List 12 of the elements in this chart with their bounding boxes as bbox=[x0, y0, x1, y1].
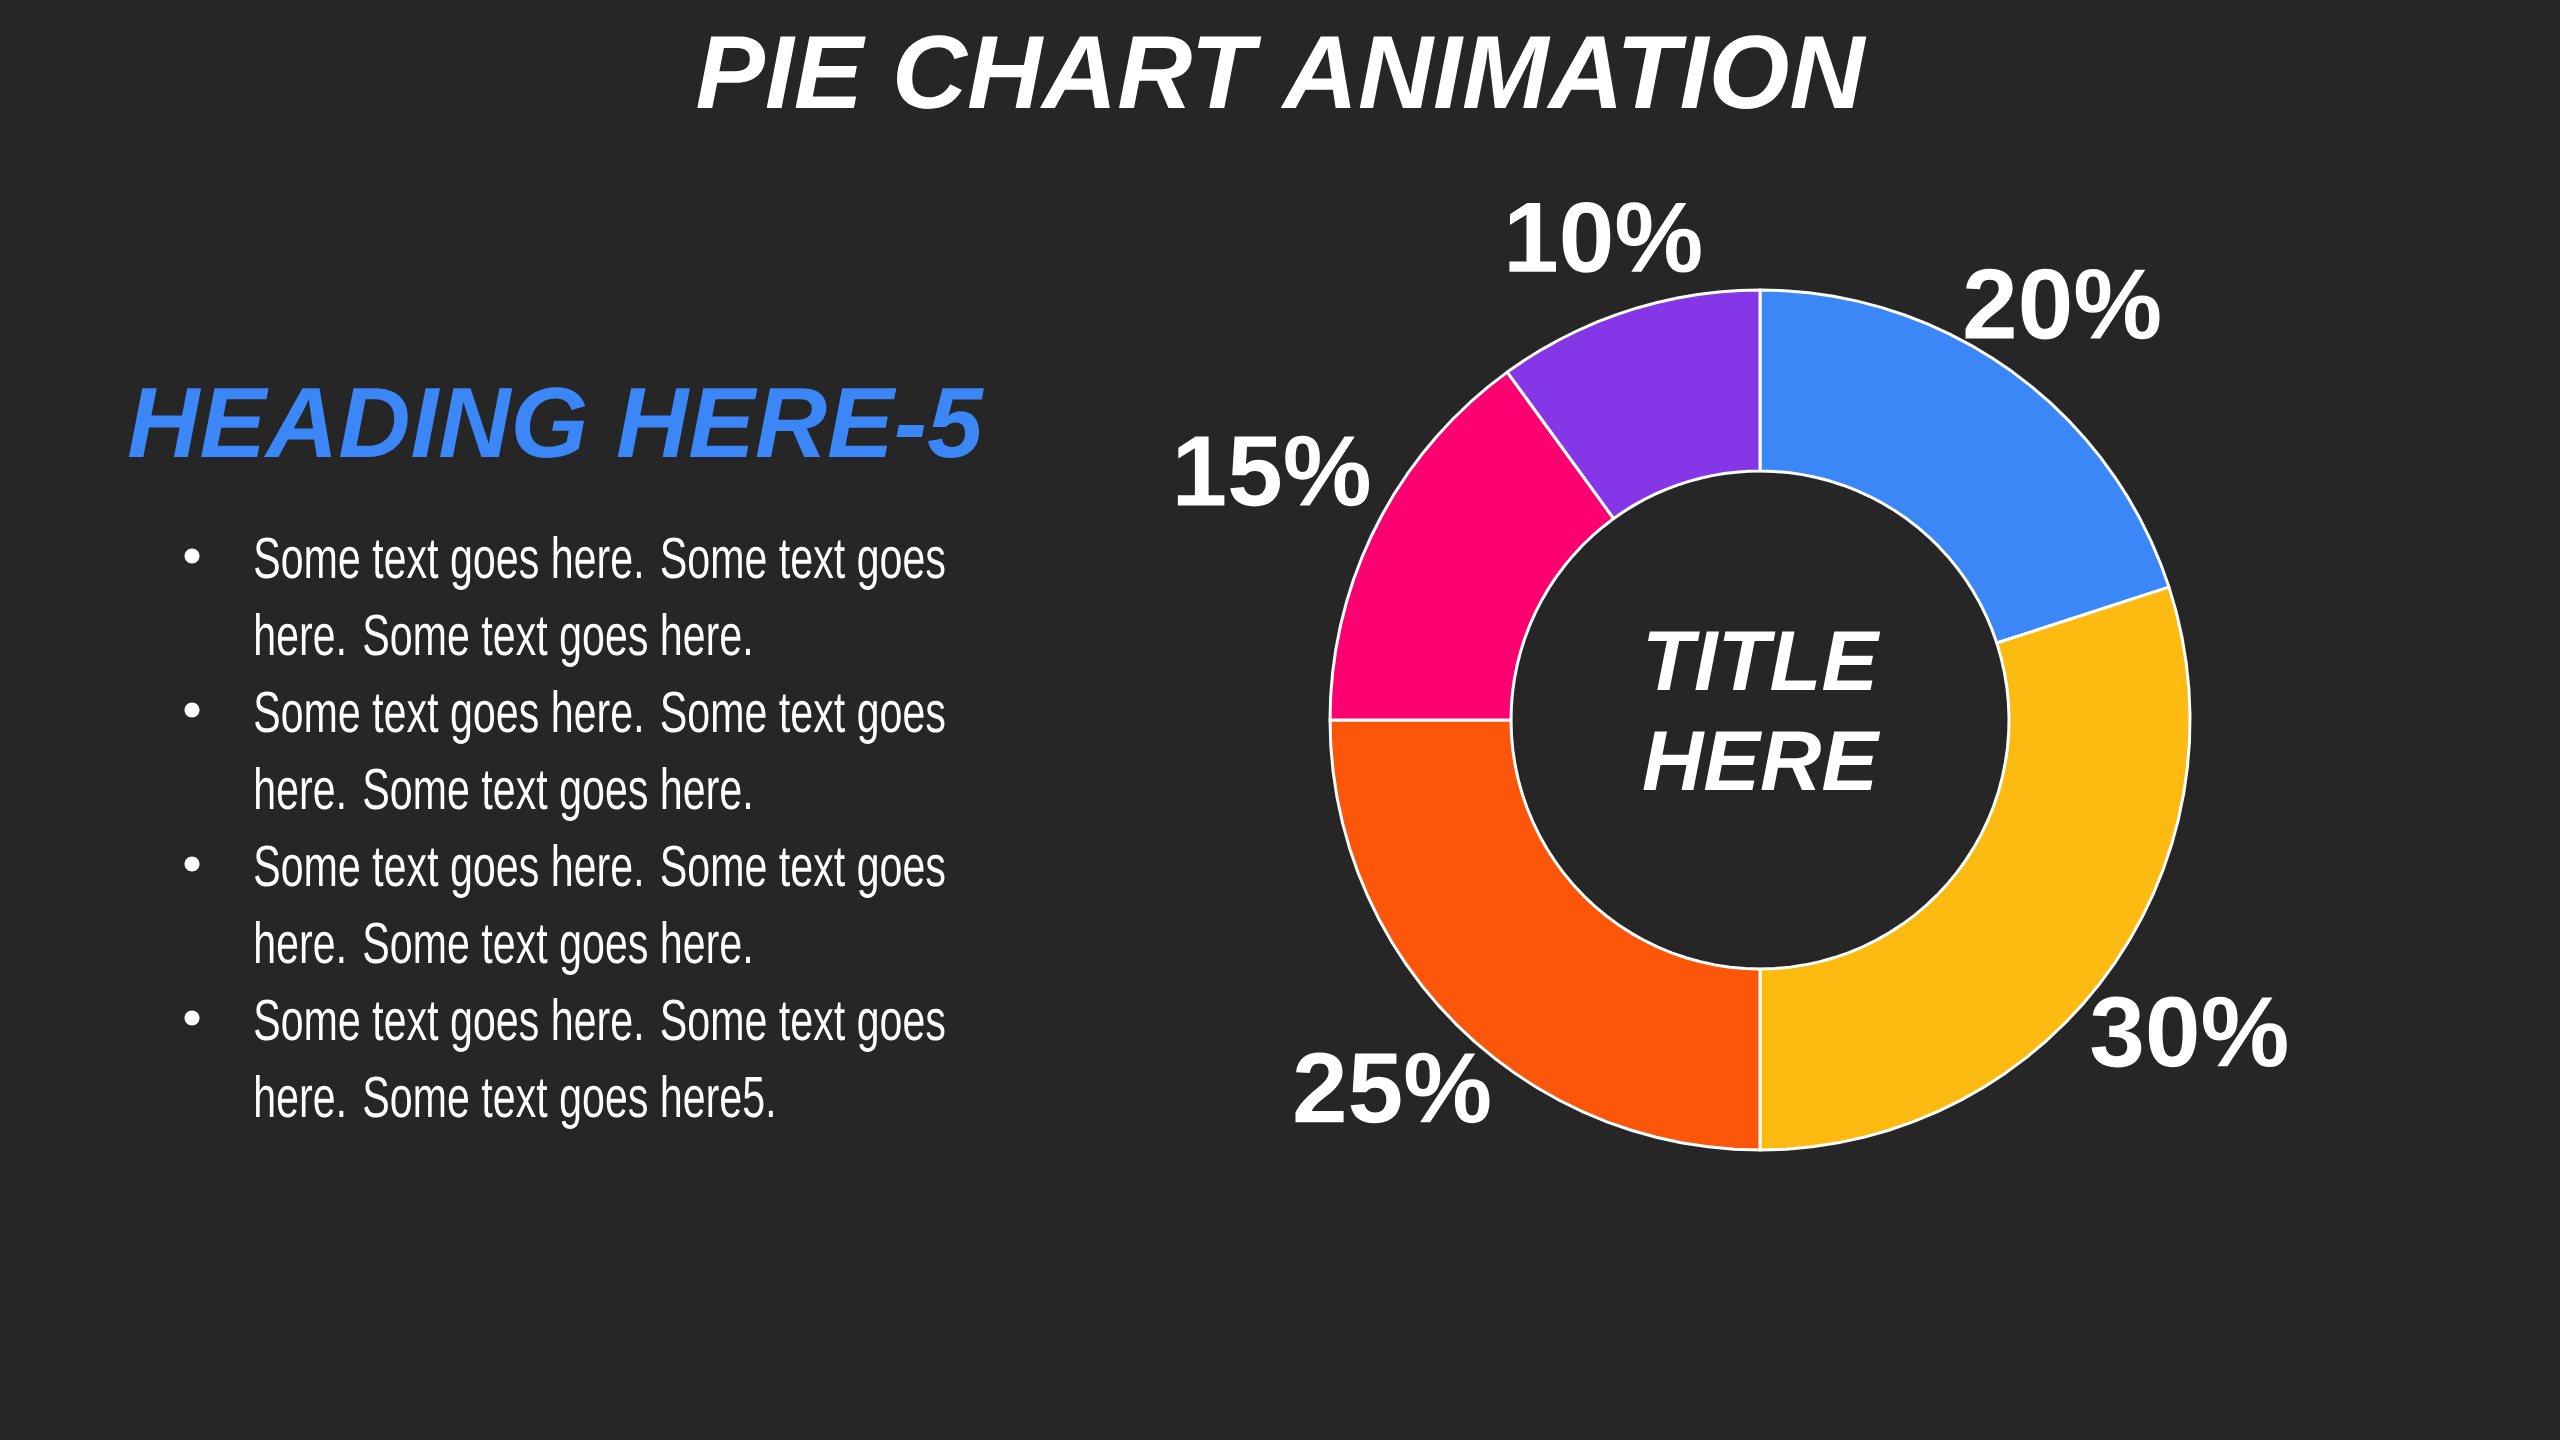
text: Some text goes here. Some text goes here. Some text goes here. bbox=[255, 843, 945, 976]
chart-title: PIE CHART ANIMATION bbox=[697, 35, 1867, 109]
data-label: 30% bbox=[2091, 996, 2287, 1068]
text: Some text goes here. Some text goes here. Some text goes here5. bbox=[255, 997, 945, 1130]
data-label: 25% bbox=[1295, 1052, 1490, 1124]
text: TITLE HERE bbox=[1643, 631, 1881, 790]
text: Some text goes here. Some text goes here. Some text goes here. bbox=[255, 535, 945, 668]
data-label: 15% bbox=[1177, 435, 1370, 507]
text: HEADING HERE-5 bbox=[128, 387, 984, 458]
data-label: 10% bbox=[1509, 201, 1701, 273]
text: Some text goes here. Some text goes here. Some text goes here. bbox=[255, 689, 945, 822]
data-label: 20% bbox=[1965, 268, 2160, 340]
